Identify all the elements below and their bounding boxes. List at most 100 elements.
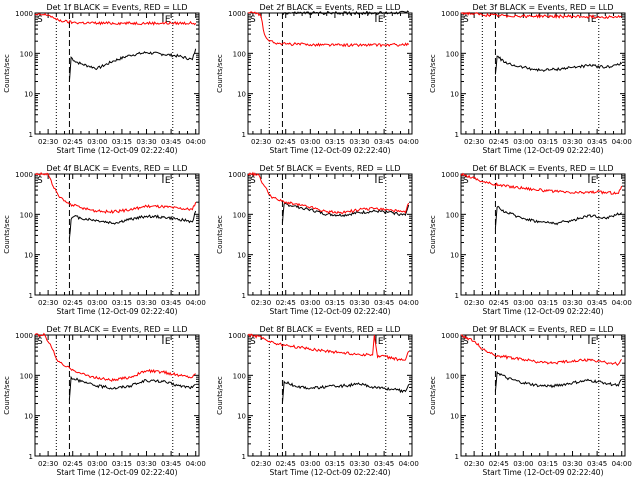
plot-frame [247,12,413,135]
x-axis-label: Start Time (12-Oct-09 02:22:40) [269,146,390,155]
y-tick-label: 1 [242,292,246,300]
x-tick-label: 02:45 [489,460,509,468]
x-tick-label: 03:45 [587,138,607,146]
x-tick-label: 02:30 [251,138,271,146]
plot-frame [460,334,626,457]
x-tick-label: 04:00 [399,460,419,468]
x-tick-label: 03:00 [87,299,107,307]
series-events-line [282,10,410,16]
x-tick-label: 03:15 [538,138,558,146]
y-tick-label: 1000 [15,171,33,179]
marker-s-label: S [37,337,43,347]
marker-e-label: E [591,337,597,347]
marker-s-label: S [463,337,469,347]
y-tick-label: 10 [24,413,33,421]
y-tick-label: 1 [455,292,459,300]
y-axis-label: Counts/sec [216,215,224,254]
y-tick-label: 100 [446,50,459,58]
series-lld-line [247,333,410,362]
y-tick-label: 1 [29,453,33,461]
y-axis-label: Counts/sec [429,215,437,254]
x-tick-label: 02:30 [38,138,58,146]
series-events-line [68,48,197,82]
marker-e-label: E [165,15,171,25]
y-tick-label: 1000 [228,332,246,340]
x-tick-label: 03:30 [136,138,156,146]
plot-frame [460,12,626,135]
chart-title: Det 1f BLACK = Events, RED = LLD [46,3,187,12]
x-tick-label: 02:30 [464,138,484,146]
x-tick-label: 03:15 [112,299,132,307]
x-tick-label: 03:30 [562,460,582,468]
y-tick-label: 100 [233,211,246,219]
y-tick-label: 10 [450,252,459,260]
x-tick-label: 04:00 [612,138,632,146]
plot-frame [34,12,200,135]
y-tick-label: 1000 [15,332,33,340]
x-tick-label: 02:45 [63,299,83,307]
x-tick-label: 02:45 [489,299,509,307]
x-tick-label: 03:45 [374,299,394,307]
y-axis-label: Counts/sec [3,215,11,254]
x-tick-label: 03:15 [325,299,345,307]
x-tick-label: 03:00 [513,138,533,146]
chart-title: Det 5f BLACK = Events, RED = LLD [259,164,400,173]
x-tick-label: 02:30 [38,299,58,307]
x-tick-label: 02:45 [489,138,509,146]
series-lld-line [247,11,410,48]
x-axis-label: Start Time (12-Oct-09 02:22:40) [269,307,390,316]
x-tick-label: 04:00 [186,299,206,307]
x-tick-label: 03:00 [513,460,533,468]
x-tick-label: 02:45 [63,138,83,146]
x-tick-label: 03:15 [325,460,345,468]
x-tick-label: 03:30 [562,138,582,146]
x-tick-label: 03:00 [300,138,320,146]
y-tick-label: 1 [242,131,246,139]
y-tick-label: 100 [20,372,33,380]
marker-s-label: S [463,176,469,186]
x-tick-label: 02:30 [464,299,484,307]
x-tick-label: 02:45 [63,460,83,468]
marker-e-label: E [378,176,384,186]
y-tick-label: 1000 [228,10,246,18]
y-axis-label: Counts/sec [216,54,224,93]
series-lld-line [247,171,410,215]
y-tick-label: 10 [237,91,246,99]
x-tick-label: 02:45 [276,460,296,468]
series-lld-line [460,11,622,20]
x-tick-label: 02:45 [276,299,296,307]
series-lld-line [461,334,623,366]
y-tick-label: 1000 [441,332,459,340]
y-tick-label: 100 [446,211,459,219]
plot-frame [247,173,413,296]
x-tick-label: 02:45 [276,138,296,146]
x-tick-label: 03:00 [513,299,533,307]
x-tick-label: 03:30 [349,460,369,468]
marker-e-label: E [591,176,597,186]
x-tick-label: 03:30 [349,138,369,146]
y-tick-label: 10 [237,252,246,260]
x-tick-label: 04:00 [612,460,632,468]
series-lld-line [34,13,197,26]
x-tick-label: 03:15 [112,138,132,146]
x-tick-label: 02:30 [464,460,484,468]
plot-frame [247,334,413,457]
x-tick-label: 02:30 [251,460,271,468]
x-tick-label: 03:30 [349,299,369,307]
x-tick-label: 03:45 [374,460,394,468]
marker-s-label: S [463,15,469,25]
series-events-line [281,202,410,224]
marker-s-label: S [37,176,43,186]
x-tick-label: 03:15 [538,299,558,307]
series-events-line [494,55,623,75]
chart-title: Det 3f BLACK = Events, RED = LLD [472,3,613,12]
chart-title: Det 4f BLACK = Events, RED = LLD [46,164,187,173]
y-tick-label: 100 [233,50,246,58]
marker-s-label: S [250,337,256,347]
x-tick-label: 03:00 [300,460,320,468]
